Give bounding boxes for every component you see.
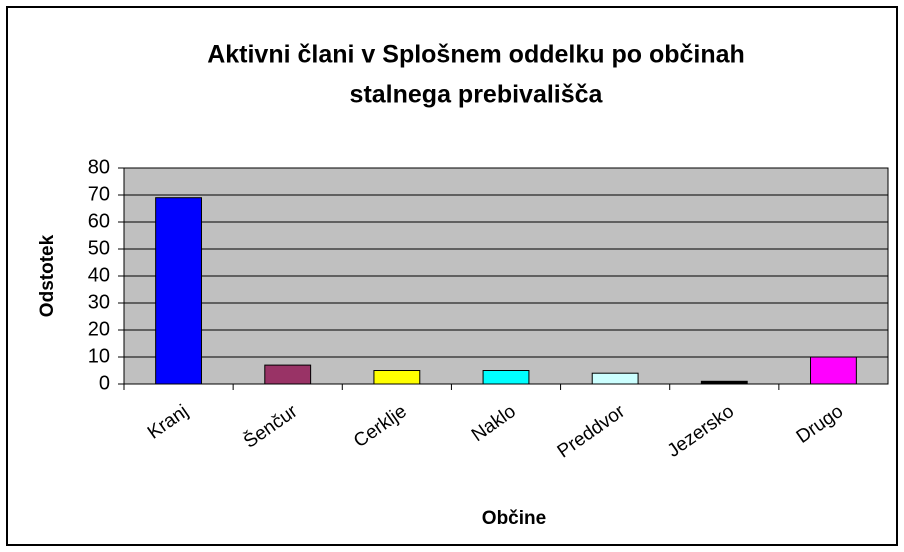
y-tick-label: 30 — [88, 291, 110, 313]
y-axis-title: Odstotek — [37, 234, 58, 317]
y-tick-label: 20 — [88, 318, 110, 340]
bar — [155, 197, 202, 385]
x-axis-title: Občine — [482, 508, 546, 529]
bar — [700, 380, 748, 385]
bar — [810, 356, 857, 385]
y-tick-label: 70 — [88, 183, 110, 205]
y-tick-label: 50 — [88, 237, 110, 259]
y-tick-label: 60 — [88, 210, 110, 232]
bar — [373, 370, 421, 385]
bar — [482, 370, 530, 385]
y-tick-label: 10 — [88, 345, 110, 367]
chart-title: stalnega prebivališča — [350, 81, 604, 109]
chart-title: Aktivni člani v Splošnem oddelku po obči… — [207, 41, 745, 69]
bar — [264, 364, 312, 385]
y-tick-label: 80 — [88, 156, 110, 178]
y-tick-label: 0 — [99, 372, 110, 394]
bar — [591, 372, 639, 385]
y-tick-label: 40 — [88, 264, 110, 286]
